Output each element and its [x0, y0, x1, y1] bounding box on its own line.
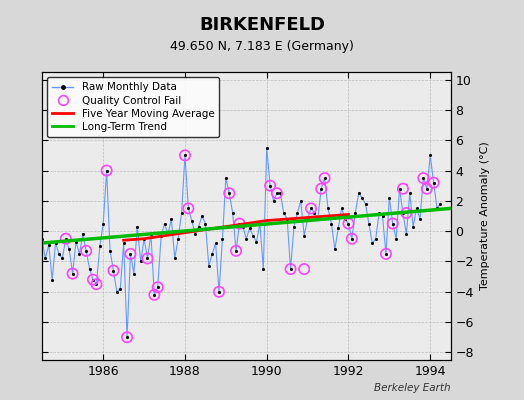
Point: [150, 292, 158, 298]
Point: [143, 255, 151, 262]
Point: [126, 251, 135, 257]
Point: [429, 180, 438, 186]
Point: [68, 270, 77, 277]
Point: [82, 248, 90, 254]
Point: [266, 182, 274, 189]
Point: [399, 186, 407, 192]
Point: [225, 190, 233, 196]
Point: [347, 236, 356, 242]
Text: BIRKENFELD: BIRKENFELD: [199, 16, 325, 34]
Text: Berkeley Earth: Berkeley Earth: [374, 383, 451, 393]
Point: [321, 175, 329, 181]
Point: [154, 284, 162, 290]
Point: [109, 267, 117, 274]
Point: [286, 266, 294, 272]
Text: 49.650 N, 7.183 E (Germany): 49.650 N, 7.183 E (Germany): [170, 40, 354, 53]
Point: [382, 251, 390, 257]
Point: [317, 186, 325, 192]
Point: [89, 276, 97, 283]
Point: [181, 152, 189, 158]
Point: [92, 281, 101, 288]
Point: [307, 205, 315, 212]
Legend: Raw Monthly Data, Quality Control Fail, Five Year Moving Average, Long-Term Tren: Raw Monthly Data, Quality Control Fail, …: [47, 77, 220, 137]
Point: [419, 175, 428, 181]
Point: [215, 288, 223, 295]
Point: [102, 167, 111, 174]
Point: [272, 190, 281, 196]
Point: [402, 210, 411, 216]
Point: [423, 186, 431, 192]
Point: [300, 266, 309, 272]
Point: [388, 220, 397, 227]
Point: [344, 220, 353, 227]
Y-axis label: Temperature Anomaly (°C): Temperature Anomaly (°C): [479, 142, 489, 290]
Point: [123, 334, 131, 340]
Point: [61, 236, 70, 242]
Point: [235, 220, 244, 227]
Point: [184, 205, 192, 212]
Point: [232, 248, 240, 254]
